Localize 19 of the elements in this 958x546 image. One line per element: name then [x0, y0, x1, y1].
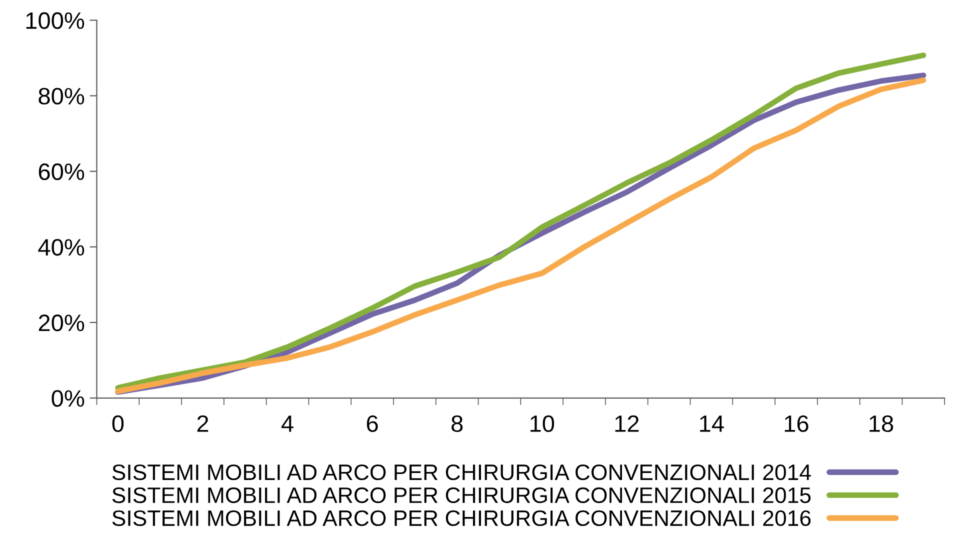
x-tick-label: 18 — [870, 415, 894, 432]
legend-label: SISTEMI MOBILI AD ARCO PER CHIRURGIA CONVENZIONALI 2014 — [112, 464, 811, 480]
y-tick-label: 100% — [26, 12, 84, 29]
x-tick-label: 14 — [700, 416, 724, 432]
y-tick-label: 80% — [38, 88, 84, 105]
y-tick-label: 0% — [52, 390, 84, 407]
x-tick-label: 8 — [452, 415, 463, 432]
y-tick-label: 60% — [38, 163, 84, 180]
y-tick-label: 20% — [38, 314, 84, 332]
y-tick-label: 40% — [38, 238, 84, 256]
x-tick-label: 6 — [366, 415, 378, 432]
legend-label: SISTEMI MOBILI AD ARCO PER CHIRURGIA CONVENZIONALI 2015 — [112, 487, 811, 504]
x-tick-label: 16 — [784, 415, 808, 432]
x-tick-label: 2 — [197, 415, 208, 432]
x-tick-label: 12 — [615, 415, 639, 432]
legend-label: SISTEMI MOBILI AD ARCO PER CHIRURGIA CONVENZIONALI 2016 — [112, 510, 811, 526]
x-tick-label: 0 — [112, 415, 124, 432]
x-tick-label: 10 — [530, 415, 554, 432]
x-tick-label: 4 — [281, 416, 294, 432]
